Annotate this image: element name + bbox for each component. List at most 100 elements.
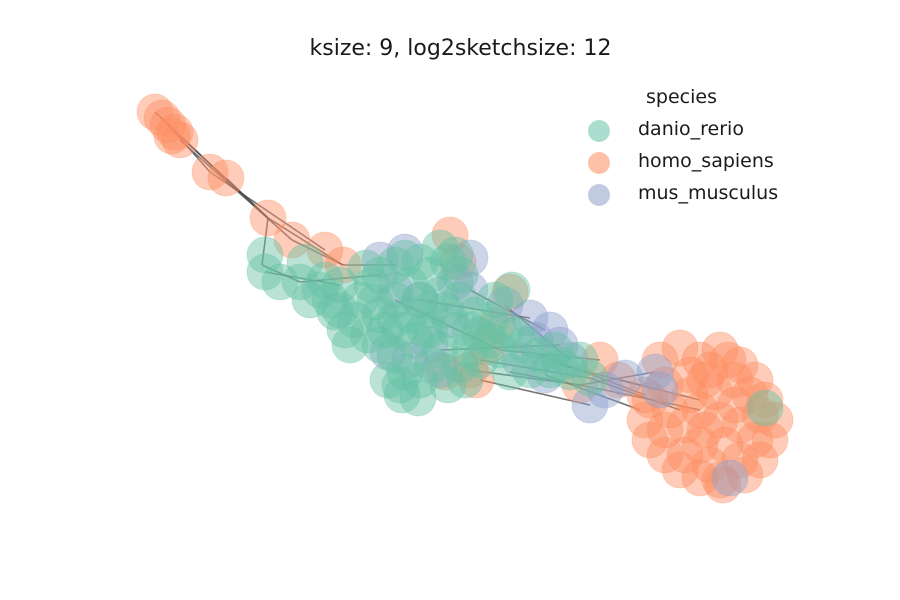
node-homo-sapiens-48 [736, 421, 774, 459]
node-homo-sapiens-2 [149, 106, 187, 144]
graph-edge-20 [539, 354, 646, 396]
node-mus-musculus-2 [451, 239, 489, 277]
node-danio-rerio-76 [486, 311, 524, 349]
node-mus-musculus-11 [571, 386, 609, 424]
legend-item-homo-sapiens: homo_sapiens [582, 148, 812, 178]
node-mus-musculus-13 [606, 359, 644, 397]
node-homo-sapiens-65 [686, 361, 724, 399]
node-homo-sapiens-28 [721, 346, 759, 384]
node-homo-sapiens-66 [709, 341, 747, 379]
node-homo-sapiens-26 [681, 341, 719, 379]
node-danio-rerio-39 [461, 341, 499, 379]
graph-edge-7 [261, 217, 269, 266]
node-danio-rerio-65 [331, 326, 369, 364]
node-homo-sapiens-17 [451, 351, 489, 389]
legend-item-danio-rerio: danio_rerio [582, 116, 812, 146]
node-danio-rerio-58 [383, 376, 421, 414]
node-mus-musculus-3 [376, 271, 414, 309]
node-homo-sapiens-8 [249, 199, 287, 237]
graph-edge-9 [261, 264, 301, 283]
node-homo-sapiens-63 [686, 411, 724, 449]
legend-label-danio-rerio: danio_rerio [638, 118, 744, 140]
node-danio-rerio-27 [401, 361, 439, 399]
node-danio-rerio-17 [436, 236, 474, 274]
legend-label-homo-sapiens: homo_sapiens [638, 150, 774, 172]
node-homo-sapiens-60 [666, 406, 704, 444]
node-mus-musculus-21 [516, 321, 554, 359]
node-danio-rerio-16 [421, 229, 459, 267]
node-danio-rerio-68 [381, 311, 419, 349]
node-homo-sapiens-36 [681, 459, 719, 497]
node-danio-rerio-12 [361, 256, 399, 294]
legend-title: species [646, 86, 717, 108]
node-danio-rerio-33 [421, 276, 459, 314]
node-danio-rerio-24 [376, 336, 414, 374]
node-mus-musculus-17 [391, 341, 429, 379]
node-danio-rerio-38 [441, 346, 479, 384]
node-homo-sapiens-15 [478, 306, 516, 344]
node-danio-rerio-40 [481, 331, 519, 369]
node-mus-musculus-23 [411, 326, 449, 364]
node-homo-sapiens-58 [706, 426, 744, 464]
node-homo-sapiens-25 [661, 329, 699, 367]
node-danio-rerio-55 [446, 361, 484, 399]
node-danio-rerio-8 [326, 311, 364, 349]
node-danio-rerio-66 [316, 293, 354, 331]
node-danio-rerio-59 [399, 379, 437, 417]
node-danio-rerio-11 [353, 266, 391, 304]
node-homo-sapiens-33 [741, 441, 779, 479]
graph-edge-5 [209, 171, 326, 251]
node-mus-musculus-24 [711, 459, 749, 497]
node-homo-sapiens-19 [426, 353, 464, 391]
graph-edge-25 [619, 379, 701, 401]
node-homo-sapiens-57 [721, 406, 759, 444]
node-danio-rerio-54 [491, 353, 529, 391]
node-homo-sapiens-32 [751, 421, 789, 459]
node-homo-sapiens-5 [153, 117, 191, 155]
node-danio-rerio-1 [246, 253, 284, 291]
graph-edge-14 [439, 344, 561, 351]
graph-edge-23 [579, 371, 656, 386]
node-mus-musculus-16 [421, 351, 459, 389]
node-danio-rerio-34 [441, 281, 479, 319]
node-homo-sapiens-6 [191, 153, 229, 191]
node-mus-musculus-22 [431, 301, 469, 339]
node-danio-rerio-13 [376, 246, 414, 284]
node-danio-rerio-26 [381, 366, 419, 404]
node-homo-sapiens-52 [646, 411, 684, 449]
node-homo-sapiens-23 [626, 376, 664, 414]
node-danio-rerio-3 [281, 263, 319, 301]
node-homo-sapiens-20 [561, 366, 599, 404]
node-danio-rerio-41 [496, 316, 534, 354]
chart-title: ksize: 9, log2sketchsize: 12 [309, 36, 612, 61]
node-danio-rerio-52 [531, 351, 569, 389]
node-danio-rerio-56 [429, 366, 467, 404]
node-danio-rerio-49 [551, 353, 589, 391]
node-homo-sapiens-61 [681, 391, 719, 429]
node-danio-rerio-10 [341, 281, 379, 319]
node-homo-sapiens-45 [716, 361, 754, 399]
node-homo-sapiens-55 [696, 373, 734, 411]
node-mus-musculus-9 [541, 326, 579, 364]
node-homo-sapiens-64 [704, 466, 742, 504]
node-danio-rerio-21 [361, 296, 399, 334]
node-homo-sapiens-54 [671, 376, 709, 414]
graph-edge-27 [469, 289, 546, 331]
node-homo-sapiens-37 [661, 451, 699, 489]
node-homo-sapiens-40 [626, 401, 664, 439]
node-mus-musculus-25 [436, 263, 474, 301]
node-danio-rerio-22 [349, 316, 387, 354]
node-danio-rerio-4 [286, 243, 324, 281]
node-danio-rerio-6 [311, 281, 349, 319]
node-danio-rerio-78 [411, 311, 449, 349]
node-danio-rerio-69 [441, 256, 479, 294]
node-homo-sapiens-1 [143, 99, 181, 137]
node-danio-rerio-46 [521, 336, 559, 374]
node-homo-sapiens-14 [491, 273, 529, 311]
node-mus-musculus-4 [401, 281, 439, 319]
graph-edge-6 [267, 217, 344, 266]
node-mus-musculus-1 [386, 233, 424, 271]
node-homo-sapiens-51 [666, 436, 704, 474]
node-homo-sapiens-16 [468, 328, 506, 366]
